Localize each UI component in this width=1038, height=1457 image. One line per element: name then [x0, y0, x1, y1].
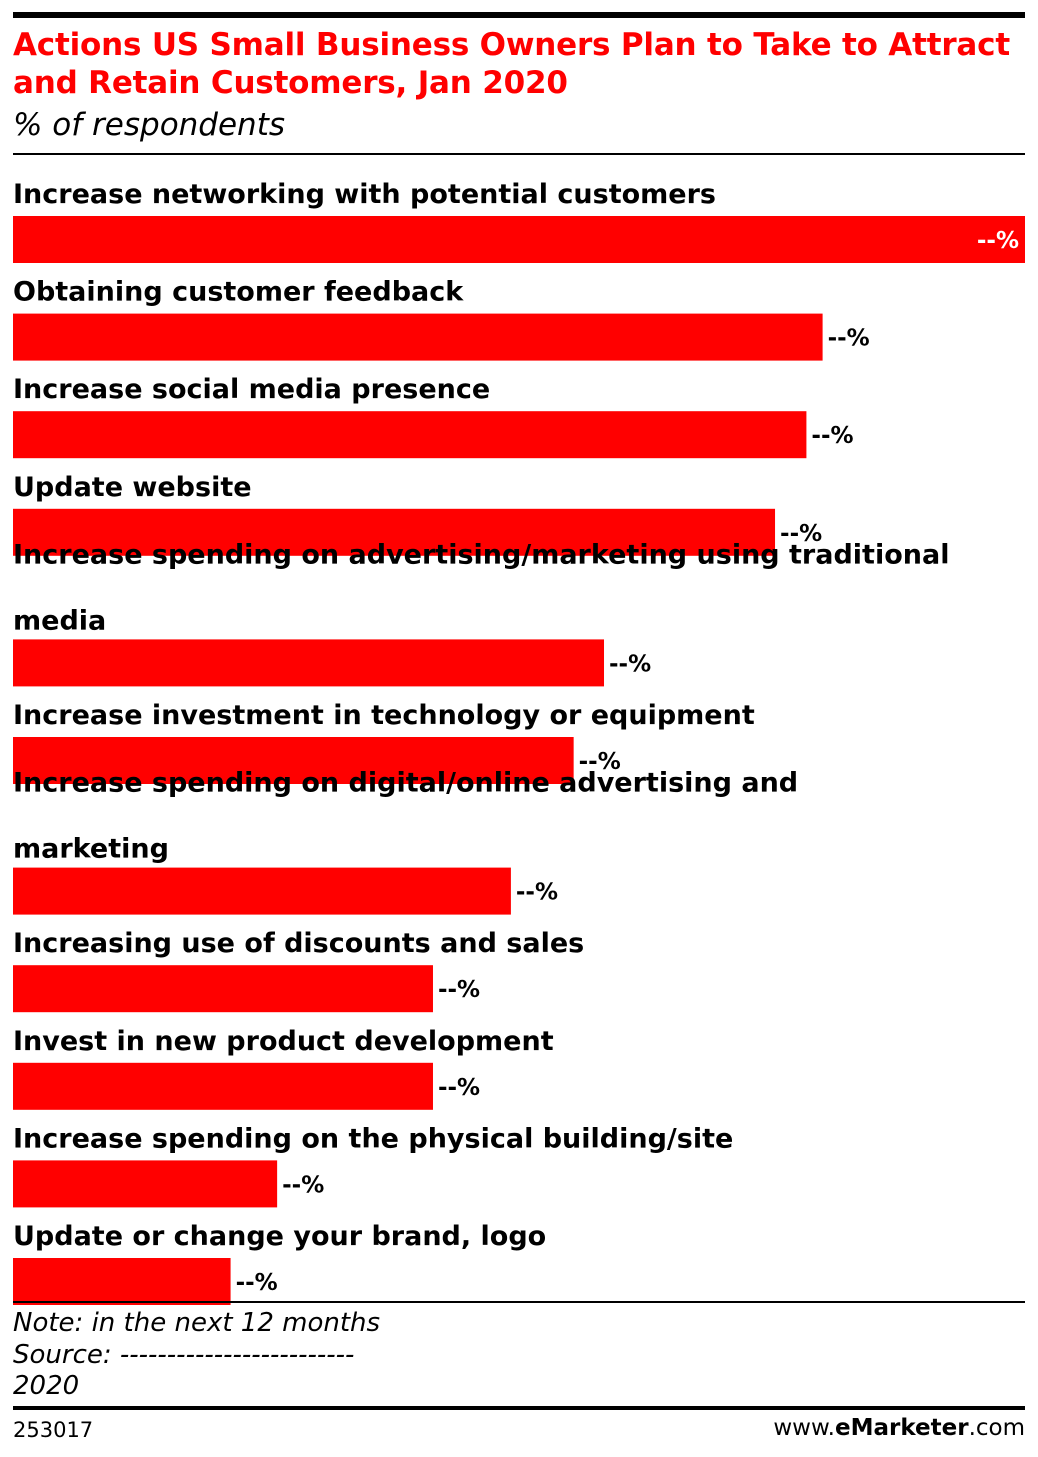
- source-line: Source: -------------------------: [13, 1340, 355, 1370]
- value-label: --%: [977, 228, 1019, 254]
- value-label: --%: [236, 1270, 278, 1296]
- source-year: 2020: [13, 1371, 80, 1401]
- brand-name: eMarketer: [834, 1415, 969, 1441]
- value-label: --%: [438, 1075, 480, 1101]
- category-label: Invest in new product development: [13, 1026, 554, 1057]
- bar: [13, 508, 776, 556]
- bar: [13, 1258, 231, 1305]
- value-label: --%: [516, 880, 558, 906]
- value-label: --%: [282, 1172, 324, 1198]
- category-label: Increase spending on advertising/marketi…: [13, 539, 949, 636]
- value-label: --%: [780, 521, 822, 547]
- footer-rule: [13, 1301, 1025, 1303]
- bottom-rule: [13, 1406, 1025, 1410]
- category-label: Update website: [13, 472, 252, 503]
- bar: [13, 639, 605, 687]
- chart-id: 253017: [13, 1418, 94, 1442]
- category-label: Increase spending on digital/online adve…: [13, 768, 798, 865]
- value-label: --%: [828, 326, 870, 352]
- category-label: Increase spending on the physical buildi…: [13, 1123, 733, 1154]
- category-label: Increase investment in technology or equ…: [13, 700, 755, 731]
- bar: [13, 313, 823, 361]
- value-label: --%: [609, 651, 651, 677]
- bar: [13, 965, 433, 1013]
- bar: [13, 1160, 278, 1208]
- emarketer-logo[interactable]: www.eMarketer.com: [773, 1415, 1025, 1441]
- chart-title: Actions US Small Business Owners Plan to…: [13, 27, 1010, 101]
- value-label: --%: [438, 977, 480, 1003]
- category-label: Increasing use of discounts and sales: [13, 928, 584, 959]
- category-label: Update or change your brand, logo: [13, 1221, 546, 1252]
- category-label: Increase networking with potential custo…: [13, 179, 716, 210]
- header-rule: [13, 153, 1025, 155]
- bar: [13, 411, 807, 459]
- value-label: --%: [579, 749, 621, 775]
- bar: [13, 1062, 433, 1110]
- bar: [13, 216, 1025, 263]
- brand-suffix: .com: [968, 1415, 1025, 1441]
- value-label: --%: [811, 423, 853, 449]
- chart-subtitle: % of respondents: [13, 107, 286, 143]
- brand-prefix: www.: [773, 1415, 835, 1441]
- bar: [13, 737, 574, 784]
- category-label: Increase social media presence: [13, 374, 490, 405]
- footnote: Note: in the next 12 months: [13, 1308, 381, 1338]
- top-rule: [13, 12, 1025, 18]
- category-label: Obtaining customer feedback: [13, 277, 464, 308]
- bar: [13, 867, 511, 915]
